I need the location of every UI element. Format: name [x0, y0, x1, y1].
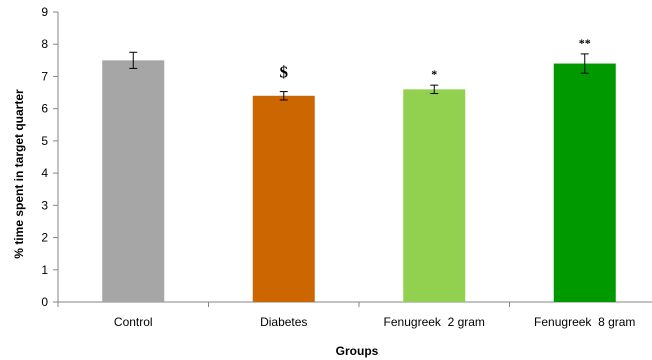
- y-axis: 0 1 2 3 4 5 6 7 8 9: [41, 5, 59, 309]
- y-tick-label: 3: [41, 198, 48, 212]
- bar-1: [252, 95, 315, 303]
- x-tick-label: Fenugreek 2 gram: [384, 315, 485, 329]
- x-tick-label: Fenugreek 8 gram: [534, 315, 635, 329]
- y-tick-label: 4: [41, 166, 48, 180]
- y-tick-label: 5: [41, 134, 48, 148]
- x-axis-title: Groups: [336, 344, 379, 358]
- bar-2: [403, 89, 466, 302]
- bars: $ ***: [102, 36, 616, 303]
- x-tick-label: Diabetes: [260, 315, 307, 329]
- significance-annotation: $: [280, 63, 289, 82]
- y-tick-label: 7: [41, 69, 48, 83]
- bar-3: [553, 63, 616, 302]
- y-tick-label: 2: [41, 231, 48, 245]
- x-axis: Control Diabetes Fenugreek 2 gram Fenugreek…: [57, 301, 652, 329]
- y-tick-label: 1: [41, 263, 48, 277]
- y-tick-label: 6: [41, 102, 48, 116]
- x-tick-label: Control: [114, 315, 153, 329]
- y-tick-label: 8: [41, 37, 48, 51]
- y-tick-label: 9: [41, 5, 48, 19]
- y-axis-title: % time spent in target quarter: [12, 89, 26, 259]
- significance-annotation: **: [579, 36, 591, 50]
- y-tick-label: 0: [41, 295, 48, 309]
- bar-0: [102, 60, 165, 303]
- significance-annotation: *: [431, 67, 437, 81]
